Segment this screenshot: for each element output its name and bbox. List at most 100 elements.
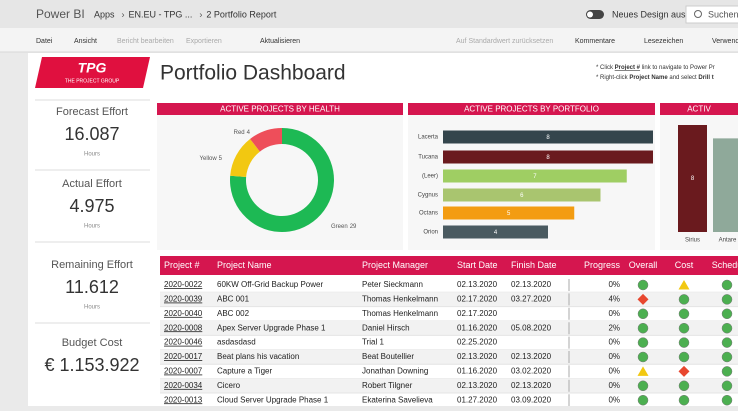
table-cell: 0% [608,381,620,390]
table-cell: 03.27.2020 [511,295,552,304]
project-link[interactable]: 2020-0034 [164,381,203,390]
project-link[interactable]: 2020-0046 [164,338,203,347]
slice-category: Yellow [200,156,218,162]
bar-category-label: Lacerta [418,135,439,141]
logo-name: TPG [78,60,107,76]
toolbar-button[interactable]: Exportieren [186,38,222,45]
table-row-band [160,378,738,393]
bar-category-label: Cygnus [418,193,438,199]
table-cell: 0% [608,338,620,347]
status-circle [721,380,733,392]
toolbar-button[interactable]: Datei [36,38,53,45]
note-part: link to navigate to Power Pr [640,65,715,71]
logo-tagline: THE PROJECT GROUP [65,78,120,84]
toolbar-button[interactable]: Verwende [712,38,738,45]
kpi-unit: Hours [84,152,100,158]
note-part: Project Name [629,75,668,81]
kpi-unit: Hours [84,305,100,311]
table-cell: 01.16.2020 [457,367,498,376]
breadcrumb[interactable]: 2 Portfolio Report [206,9,277,19]
toolbar-button[interactable]: Bericht bearbeiten [117,38,174,45]
table-cell: 05.08.2020 [511,323,552,332]
table-cell: ABC 002 [217,309,250,318]
column-header: Project # [164,260,200,270]
table-cell: Cloud Server Upgrade Phase 1 [217,395,329,404]
chart-title: ACTIVE PROJECTS BY HEALTH [220,105,340,114]
table-row-band [160,321,738,336]
kpi-label: Actual Effort [62,178,122,190]
bar [443,169,627,183]
status-circle [721,294,733,305]
table-cell: 02.13.2020 [457,352,498,361]
toggle-knob [587,11,593,18]
slice-value: 5 [219,156,223,162]
breadcrumb[interactable]: EN.EU - TPG ... [129,9,193,19]
instruction-note: * Click Project # link to navigate to Po… [596,65,715,71]
table-cell: 02.13.2020 [457,280,498,289]
report-title: Portfolio Dashboard [160,62,346,85]
table-cell: 60KW Off-Grid Backup Power [217,280,323,289]
bar-category-label: Sirius [685,238,700,244]
column-header: Project Manager [362,260,428,270]
toolbar-button[interactable]: Kommentare [575,38,615,45]
bar-category-label: Octans [419,211,438,217]
table-cell: 01.27.2020 [457,395,498,404]
toolbar-button[interactable]: Lesezeichen [644,38,683,45]
status-triangle [637,366,649,376]
project-link[interactable]: 2020-0017 [164,352,203,361]
table-cell: 03.09.2020 [511,395,552,404]
table-header [160,256,738,275]
table-cell: ABC 001 [217,295,250,304]
breadcrumb-separator-icon: › [122,9,125,19]
bar-value-label: 5 [507,211,511,217]
chart-title: ACTIV [687,105,711,114]
slice-category: Green [331,224,348,230]
note-part: Drill t [698,75,713,81]
bar-category-label: Tucana [418,155,438,161]
column-header: Project Name [217,260,272,270]
status-circle [637,279,649,291]
table-cell: 0% [608,352,620,361]
project-link[interactable]: 2020-0013 [164,395,203,404]
project-link[interactable]: 2020-0007 [164,367,203,376]
chart-header [157,103,403,115]
app-name[interactable]: Power BI [36,7,85,21]
status-triangle [678,280,690,290]
chart-header [408,103,655,115]
bar [443,188,601,202]
toolbar-button[interactable]: Auf Standardwert zurücksetzen [456,38,553,45]
table-cell: Beat Boutellier [362,352,414,361]
project-link[interactable]: 2020-0040 [164,309,203,318]
status-circle [637,337,649,348]
table-row-band [160,292,738,307]
chart-header [660,103,738,115]
project-link[interactable]: 2020-0039 [164,295,203,304]
column-header: Finish Date [511,260,557,270]
column-header: Schedu [712,260,738,270]
table-cell: 0% [608,395,620,404]
status-circle [721,351,733,363]
note-part: and select [668,75,699,81]
project-link[interactable]: 2020-0008 [164,323,203,332]
table-cell: Ekaterina Savelieva [362,395,433,404]
table-cell: 02.17.2020 [457,309,498,318]
status-circle [678,351,690,363]
column-header: Progress [584,260,621,270]
table-cell: 02.13.2020 [511,280,552,289]
table-cell: 0% [608,367,620,376]
breadcrumb[interactable]: Apps [94,9,115,19]
table-row-band [160,349,738,365]
toolbar-button[interactable]: Aktualisieren [260,38,300,45]
toolbar-button[interactable]: Ansicht [74,38,97,45]
project-link[interactable]: 2020-0022 [164,280,203,289]
kpi-label: Budget Cost [62,337,123,349]
column-header: Overall [629,260,658,270]
kpi-value: 4.975 [69,196,114,216]
status-circle [637,322,649,334]
slice-label: Green 29 [331,224,357,230]
instruction-note: * Right-click Project Name and select Dr… [596,75,714,81]
table-cell: Beat plans his vacation [217,352,299,361]
table-cell: 02.13.2020 [457,381,498,390]
table-cell: 0% [608,309,620,318]
